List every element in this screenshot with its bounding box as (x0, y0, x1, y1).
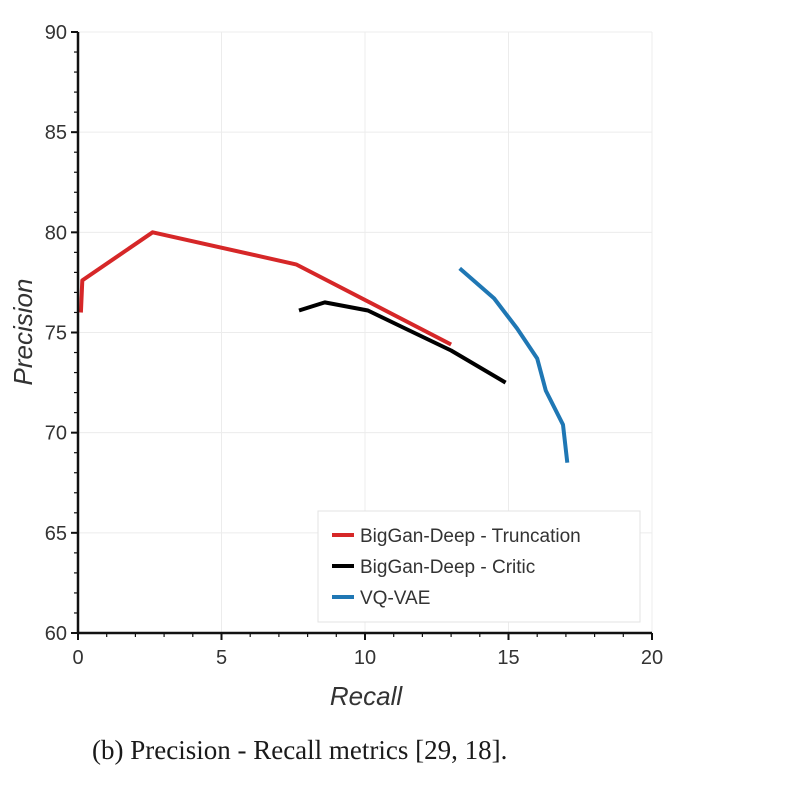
axes (76, 32, 652, 635)
legend-box (317, 510, 641, 623)
legend-label-biggan-deep-truncation: BigGan-Deep - Truncation (360, 526, 581, 547)
y-tick-label: 80 (45, 222, 67, 244)
x-axis-title: Recall (330, 681, 403, 711)
legend: BigGan-Deep - Truncation BigGan-Deep - Cr… (317, 510, 641, 623)
y-tick-label: 85 (45, 122, 67, 144)
x-tick-label: 20 (641, 647, 663, 669)
x-tick-label: 15 (497, 647, 519, 669)
series-lines (78, 230, 570, 463)
x-tick-label: 0 (72, 647, 83, 669)
series-line-biggan-deep-truncation (78, 230, 453, 347)
legend-label-vq-vae: VQ-VAE (360, 588, 430, 609)
x-tick-label: 10 (354, 647, 376, 669)
y-tick-label: 60 (45, 623, 67, 645)
series-line-vq-vae (458, 266, 570, 463)
legend-items: BigGan-Deep - Truncation BigGan-Deep - Cr… (332, 526, 581, 609)
y-tick-label: 70 (45, 423, 67, 445)
tick-labels: 0 5 10 15 20 60 65 70 75 80 85 90 (45, 22, 663, 669)
y-tick-label: 75 (45, 323, 67, 345)
y-tick-label: 65 (45, 523, 67, 545)
x-tick-label: 5 (216, 647, 227, 669)
series-line-biggan-deep-critic (298, 300, 507, 385)
legend-label-biggan-deep-critic: BigGan-Deep - Critic (360, 557, 535, 578)
figure-caption: (b) Precision - Recall metrics [29, 18]. (92, 735, 508, 765)
y-tick-label: 90 (45, 22, 67, 44)
y-axis-title: Precision (8, 279, 38, 386)
